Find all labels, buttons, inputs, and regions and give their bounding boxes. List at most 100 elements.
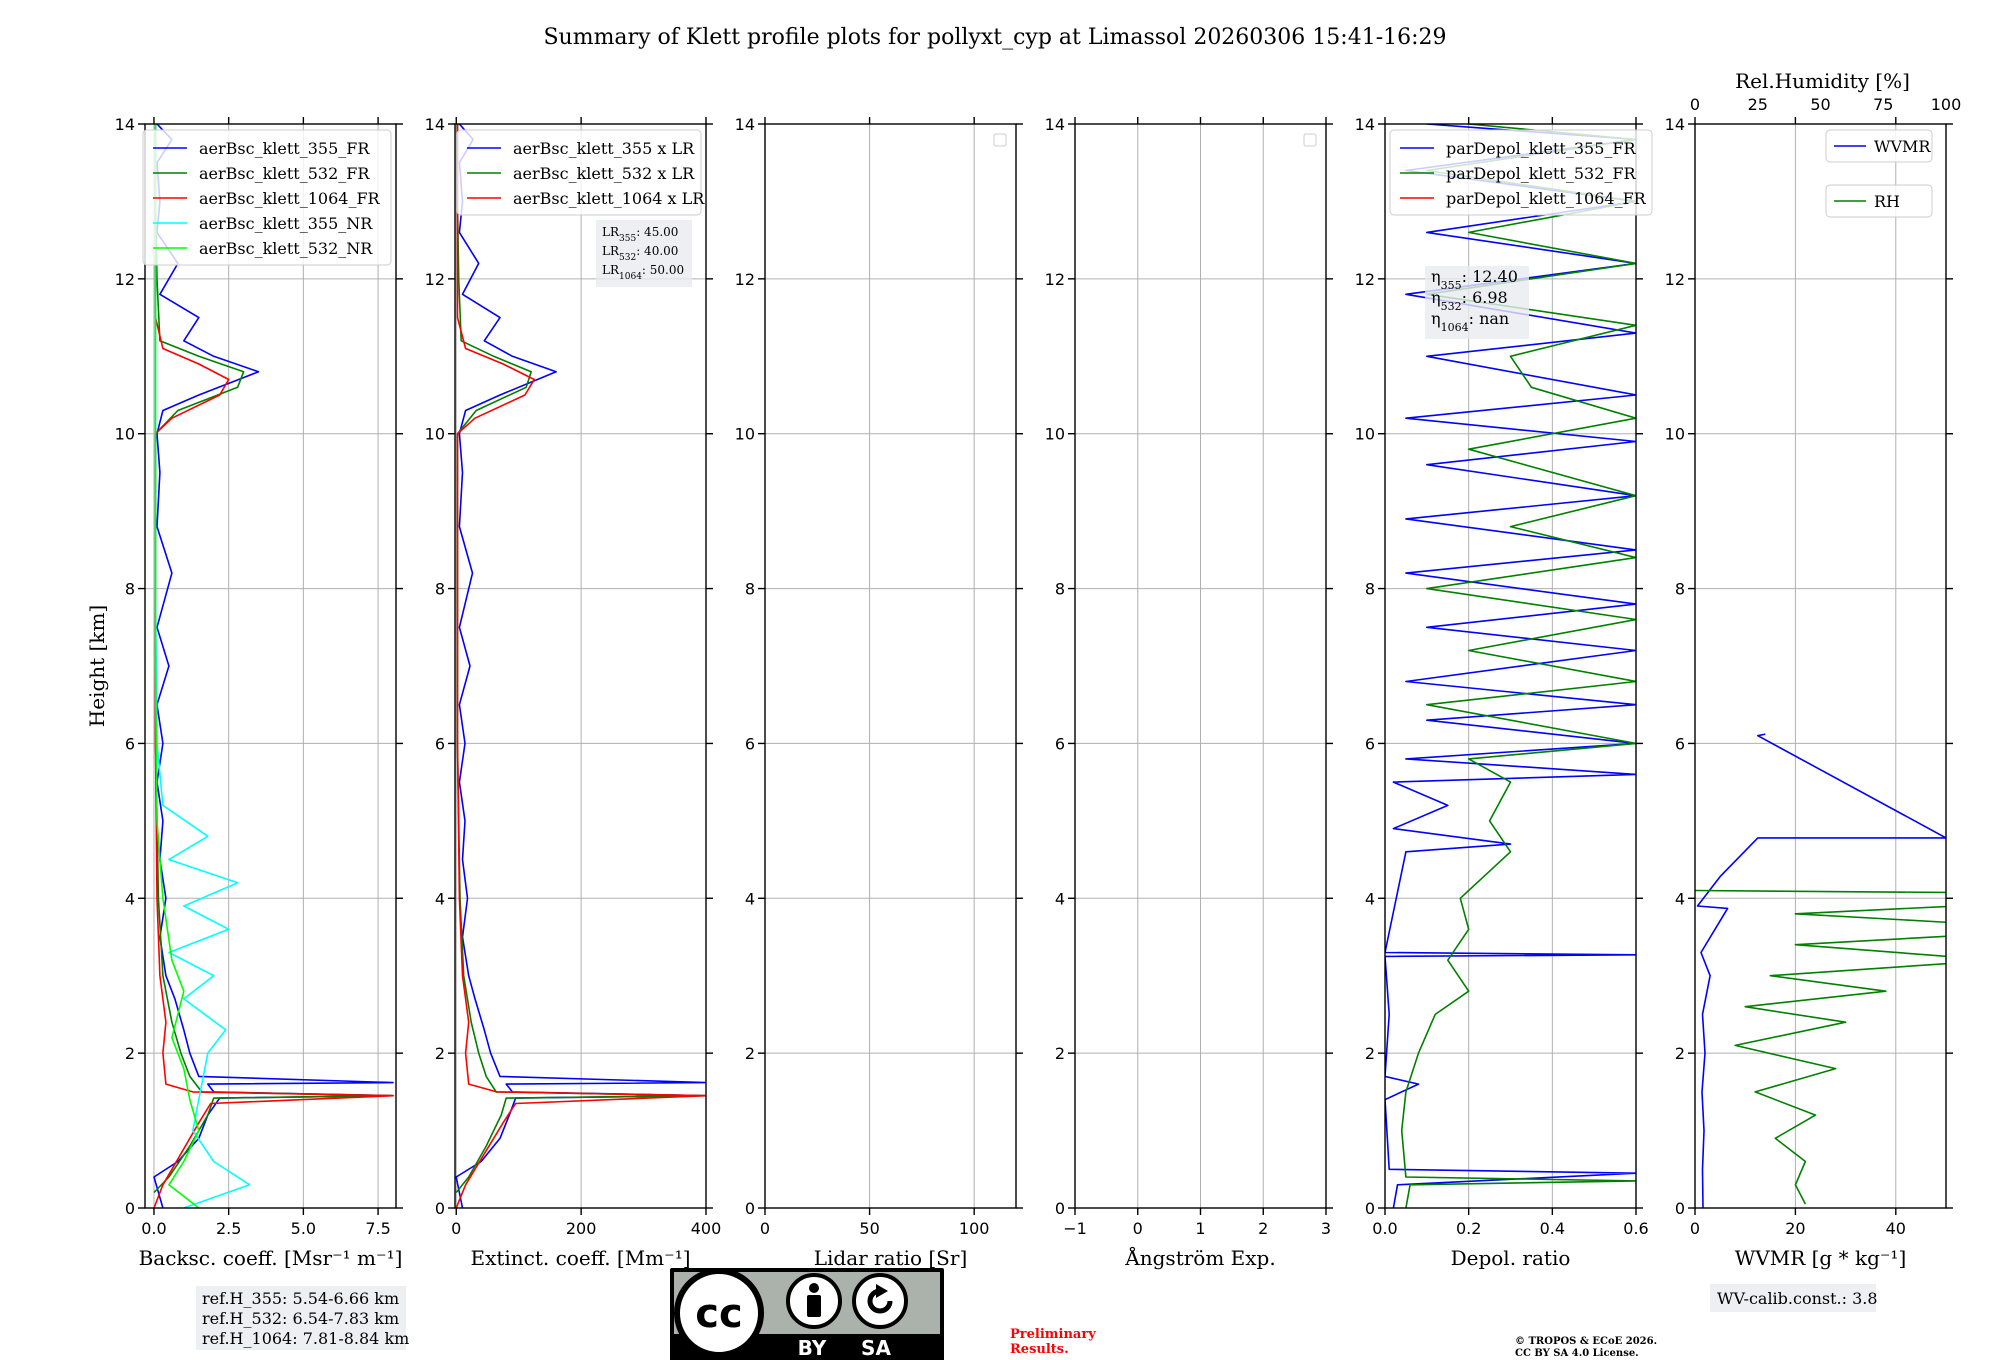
xtick-label: 0.0 — [1372, 1219, 1397, 1238]
xtick-label: 0 — [760, 1219, 770, 1238]
series-line-parDepol_klett_355_FR — [1385, 124, 1636, 1208]
xtick-label: 0.0 — [141, 1219, 166, 1238]
x2tick-label: 0 — [1690, 95, 1700, 114]
ytick-label: 6 — [1055, 734, 1065, 753]
x2axis-label: Rel.Humidity [%] — [1735, 69, 1910, 93]
cc-logo-text: cc — [695, 1291, 742, 1337]
ytick-label: 0 — [1365, 1199, 1375, 1218]
annotation-extinction-532: LR532: 40.00 — [602, 244, 678, 263]
legend-label: aerBsc_klett_1064_FR — [199, 189, 381, 208]
panel-depol: 0 2 4 6 8 10 12 14 0.0 0.2 0.4 0.6 Depol. ratio parDe… — [1355, 115, 1653, 1270]
panel-wvmr: 0 2 4 6 8 10 12 14 0 20 40 WVMR [g * kg⁻¹] 0 25 50 75 10… — [1665, 69, 1962, 1270]
xaxis-label: Extinct. coeff. [Mm⁻¹] — [470, 1246, 690, 1270]
legend-label: aerBsc_klett_355 x LR — [513, 139, 695, 158]
xtick-label: 20 — [1785, 1219, 1805, 1238]
xtick-label: 200 — [566, 1219, 597, 1238]
sa-share-alike-icon — [852, 1273, 908, 1329]
empty-legend-box — [993, 133, 1007, 147]
xtick-label: 7.5 — [365, 1219, 390, 1238]
legend-label: aerBsc_klett_1064 x LR — [513, 189, 705, 208]
xtick-label: 0 — [451, 1219, 461, 1238]
copyright-line1: © TROPOS & ECoE 2026. — [1515, 1336, 1657, 1347]
xtick-label: 2.5 — [216, 1219, 241, 1238]
axes-frame-wvmr — [1694, 123, 1947, 1209]
ytick-label: 14 — [115, 115, 135, 134]
series-line-aerBsc_klett_355_NR — [154, 124, 251, 1208]
ytick-label: 2 — [1365, 1044, 1375, 1063]
panel-backscatter: 0 2 4 6 8 10 12 14 0.0 2.5 5.0 7.5 Backsc. coeff. [M… — [85, 115, 403, 1270]
ytick-label: 4 — [1365, 889, 1375, 908]
cc-logo-icon — [674, 1268, 764, 1358]
series-group-backscatter — [153, 124, 394, 1208]
ytick-label: 10 — [1045, 425, 1065, 444]
series-line-aerBsc_klett_1064_FR — [153, 124, 394, 1208]
legend-box — [1825, 129, 1933, 163]
series-group-wvmr — [1695, 733, 1946, 1208]
ytick-label: 6 — [745, 734, 755, 753]
ytick-label: 4 — [1055, 889, 1065, 908]
legend-label: aerBsc_klett_532_FR — [199, 164, 370, 183]
x2tick-label: 75 — [1873, 95, 1893, 114]
ytick-label: 2 — [745, 1044, 755, 1063]
ytick-label: 8 — [125, 580, 135, 599]
ytick-label: 4 — [435, 889, 445, 908]
ytick-label: 8 — [435, 580, 445, 599]
annotation-extinction-1064: LR1064: 50.00 — [602, 263, 684, 282]
ytick-label: 0 — [1055, 1199, 1065, 1218]
ytick-label: 0 — [125, 1199, 135, 1218]
xtick-label: 0 — [1133, 1219, 1143, 1238]
series-group-extinction — [455, 124, 706, 1208]
ytick-label: 14 — [735, 115, 755, 134]
x2tick-label: 25 — [1748, 95, 1768, 114]
legend-label: parDepol_klett_532_FR — [1446, 164, 1637, 183]
ytick-label: 2 — [435, 1044, 445, 1063]
ytick-label: 12 — [1665, 270, 1685, 289]
xtick-label: 0.2 — [1456, 1219, 1481, 1238]
series-line-WVMR — [1696, 733, 1946, 1208]
wv-calib-box: WV-calib.const.: 3.8 — [1710, 1284, 1878, 1312]
legend-box — [142, 129, 392, 266]
wv-calib-const: WV-calib.const.: 3.8 — [1717, 1289, 1878, 1308]
ytick-label: 14 — [425, 115, 445, 134]
series-line-aerBsc_klett_532_NR — [154, 124, 200, 1208]
cc-sa-label: SA — [861, 1336, 891, 1360]
axes-frame-backscatter — [144, 123, 397, 1209]
yaxis-label: Height [km] — [85, 605, 109, 727]
annotation-box-depol — [1425, 266, 1529, 339]
ytick-label: 12 — [115, 270, 135, 289]
ytick-label: 2 — [1675, 1044, 1685, 1063]
legend-rh: RH — [1825, 184, 1933, 218]
ytick-label: 12 — [1355, 270, 1375, 289]
axes-frame-lidar-ratio — [764, 123, 1017, 1209]
preliminary-results-line1: Preliminary — [1010, 1327, 1096, 1342]
ytick-label: 12 — [735, 270, 755, 289]
ytick-label: 6 — [125, 734, 135, 753]
ref-height-1064: ref.H_1064: 7.81-8.84 km — [202, 1329, 409, 1348]
legend-box — [456, 129, 702, 216]
ytick-label: 8 — [745, 580, 755, 599]
legend-label: parDepol_klett_355_FR — [1446, 139, 1637, 158]
ytick-label: 6 — [1675, 734, 1685, 753]
ytick-label: 2 — [125, 1044, 135, 1063]
xtick-label: 0.6 — [1623, 1219, 1648, 1238]
series-line-RH — [1695, 889, 1946, 1205]
ytick-label: 10 — [1355, 425, 1375, 444]
ytick-label: 10 — [115, 425, 135, 444]
ytick-label: 14 — [1665, 115, 1685, 134]
figure-title: Summary of Klett profile plots for polly… — [543, 25, 1446, 50]
ytick-label: 2 — [1055, 1044, 1065, 1063]
legend-depol: parDepol_klett_355_FR parDepol_klett_532_… — [1389, 129, 1653, 216]
ytick-label: 10 — [735, 425, 755, 444]
xtick-label: 400 — [691, 1219, 722, 1238]
panel-lidar-ratio: 0 2 4 6 8 10 12 14 0 50 100 Lidar ratio [Sr] — [735, 115, 1023, 1270]
legend-label: aerBsc_klett_355_FR — [199, 139, 370, 158]
ytick-label: 10 — [425, 425, 445, 444]
xtick-label: 3 — [1321, 1219, 1331, 1238]
xtick-label: 0.4 — [1540, 1219, 1565, 1238]
annotation-depol-355: η355: 12.40 — [1431, 267, 1518, 292]
series-line-aerBsc_klett_1064 x LR — [455, 124, 706, 1208]
ytick-label: 4 — [1675, 889, 1685, 908]
xaxis-label: Backsc. coeff. [Msr⁻¹ m⁻¹] — [139, 1246, 403, 1270]
